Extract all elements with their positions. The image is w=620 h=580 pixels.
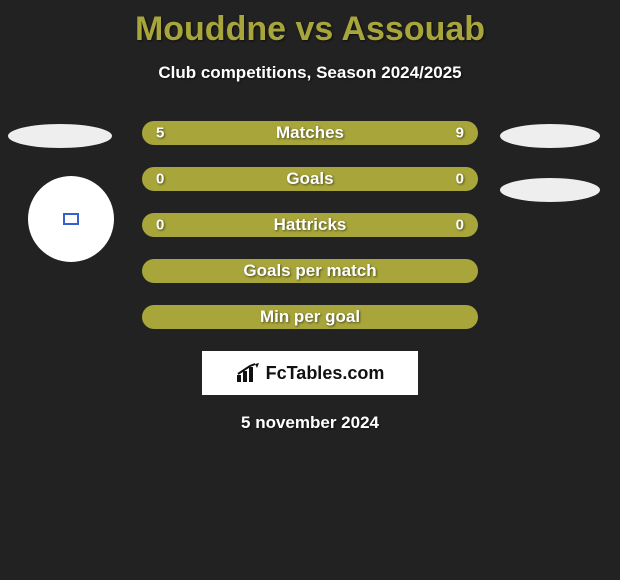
stat-right-value: 0 <box>456 217 464 234</box>
stat-right-value: 0 <box>456 171 464 188</box>
stat-row-min-per-goal: Min per goal <box>142 305 478 329</box>
stat-right-value: 9 <box>456 125 464 142</box>
club-badge-icon <box>63 213 79 225</box>
stat-label: Matches <box>142 123 478 143</box>
stat-label: Goals <box>142 169 478 189</box>
stat-row-matches: 5 Matches 9 <box>142 121 478 145</box>
stat-label: Min per goal <box>142 307 478 327</box>
stat-label: Goals per match <box>142 261 478 281</box>
brand-watermark: FcTables.com <box>202 351 418 395</box>
avatar-placeholder-right-2 <box>500 178 600 202</box>
date-text: 5 november 2024 <box>0 413 620 433</box>
stat-label: Hattricks <box>142 215 478 235</box>
stat-row-goals-per-match: Goals per match <box>142 259 478 283</box>
avatar-placeholder-top-right <box>500 124 600 148</box>
stat-row-goals: 0 Goals 0 <box>142 167 478 191</box>
brand-text: FcTables.com <box>266 363 385 384</box>
avatar-placeholder-top-left <box>8 124 112 148</box>
page-title: Mouddne vs Assouab <box>0 0 620 49</box>
chart-icon <box>236 363 262 383</box>
stat-row-hattricks: 0 Hattricks 0 <box>142 213 478 237</box>
club-badge-left <box>28 176 114 262</box>
page-subtitle: Club competitions, Season 2024/2025 <box>0 63 620 83</box>
